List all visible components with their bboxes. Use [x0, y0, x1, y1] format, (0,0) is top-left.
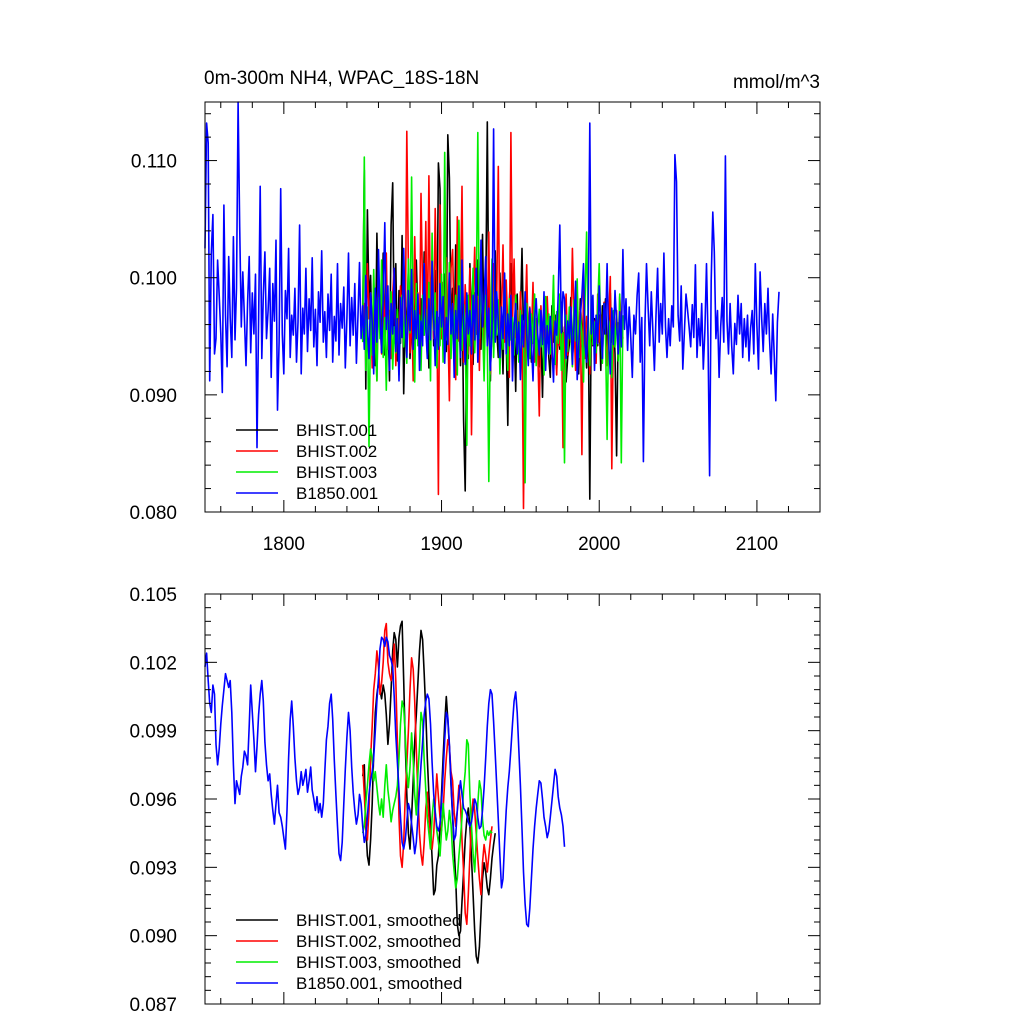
top-panel: 0m-300m NH4, WPAC_18S-18N mmol/m^3 1800 1… — [129, 68, 821, 555]
bottom-legend-label-3: BHIST.003, smoothed — [296, 953, 461, 972]
top-ytick-label: 0.110 — [131, 152, 177, 173]
top-ytick-label: 0.100 — [129, 269, 177, 290]
top-xtick-label: 2000 — [578, 534, 620, 555]
chart-title: 0m-300m NH4, WPAC_18S-18N — [204, 68, 479, 89]
bottom-series-group — [204, 620, 566, 964]
bottom-series-line-1 — [361, 620, 496, 964]
top-xtick-label: 1800 — [263, 534, 305, 555]
bottom-series-line-3 — [361, 700, 493, 889]
bottom-legend: BHIST.001, smoothed BHIST.002, smoothed BH… — [236, 911, 462, 993]
bottom-ytick-label: 0.102 — [129, 653, 177, 674]
top-xtick-label: 2100 — [736, 534, 778, 555]
bottom-ytick-label: 0.099 — [129, 722, 177, 743]
top-series-line-4 — [204, 101, 780, 477]
top-plot-frame — [204, 101, 821, 513]
bottom-legend-label-4: B1850.001, smoothed — [296, 974, 462, 993]
top-ytick-label: 0.090 — [129, 386, 177, 407]
top-legend-label-2: BHIST.002 — [296, 442, 377, 461]
top-legend-label-3: BHIST.003 — [296, 463, 377, 482]
bottom-ytick-label: 0.096 — [129, 790, 177, 811]
bottom-ytick-label: 0.105 — [129, 585, 177, 606]
bottom-legend-label-1: BHIST.001, smoothed — [296, 911, 461, 930]
top-xtick-label: 1900 — [420, 534, 462, 555]
bottom-ytick-label: 0.087 — [129, 995, 177, 1016]
bottom-series-line-4 — [204, 636, 566, 928]
top-ticks: 1800 1900 2000 2100 0.080 0.090 0.100 0.110 — [129, 102, 821, 555]
bottom-plot-frame — [204, 593, 821, 1005]
top-series-group — [204, 101, 780, 510]
top-legend-label-4: B1850.001 — [296, 484, 378, 503]
bottom-ytick-label: 0.090 — [129, 927, 177, 948]
bottom-panel: 0.087 0.090 0.093 0.096 0.099 0.102 0.105 BHIS… — [129, 585, 821, 1016]
top-ytick-label: 0.080 — [129, 503, 177, 524]
top-legend-label-1: BHIST.001 — [296, 421, 377, 440]
bottom-legend-label-2: BHIST.002, smoothed — [296, 932, 461, 951]
units-label: mmol/m^3 — [733, 72, 820, 93]
top-legend: BHIST.001 BHIST.002 BHIST.003 B1850.001 — [236, 421, 378, 503]
bottom-ytick-label: 0.093 — [129, 858, 177, 879]
